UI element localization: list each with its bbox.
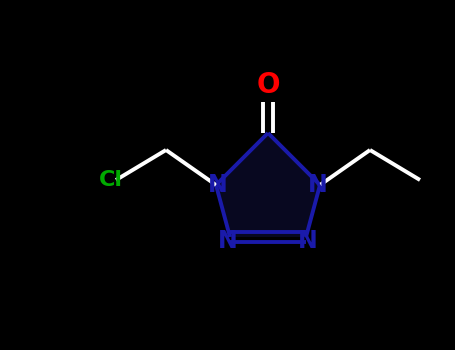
Text: N: N [208,173,228,197]
Text: N: N [308,173,328,197]
Text: N: N [218,229,238,253]
Text: O: O [256,71,280,99]
Text: N: N [298,229,318,253]
Polygon shape [216,133,320,237]
Text: Cl: Cl [99,170,123,190]
